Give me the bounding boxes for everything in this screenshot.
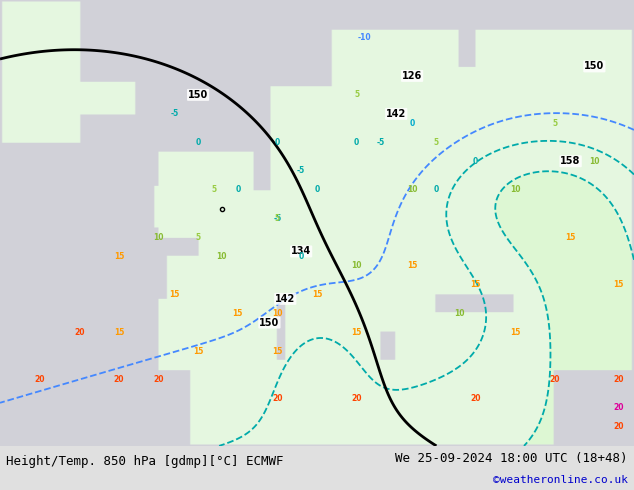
Text: 0: 0 xyxy=(235,185,240,194)
Text: 10: 10 xyxy=(153,233,164,242)
Text: 20: 20 xyxy=(613,403,623,413)
Text: -5: -5 xyxy=(273,214,281,223)
Text: 142: 142 xyxy=(386,109,406,119)
Text: 20: 20 xyxy=(351,394,362,403)
Text: 150: 150 xyxy=(585,61,604,72)
Text: 15: 15 xyxy=(312,290,322,298)
Text: 15: 15 xyxy=(510,327,521,337)
Text: 20: 20 xyxy=(34,375,45,384)
Text: Height/Temp. 850 hPa [gdmp][°C] ECMWF: Height/Temp. 850 hPa [gdmp][°C] ECMWF xyxy=(6,455,284,468)
Text: 158: 158 xyxy=(560,156,581,166)
Text: 0: 0 xyxy=(473,157,478,166)
Text: 20: 20 xyxy=(550,375,560,384)
Text: We 25-09-2024 18:00 UTC (18+48): We 25-09-2024 18:00 UTC (18+48) xyxy=(395,452,628,465)
Text: 126: 126 xyxy=(402,71,422,81)
Text: 142: 142 xyxy=(275,294,295,304)
Text: 15: 15 xyxy=(193,346,204,356)
Text: 15: 15 xyxy=(470,280,481,289)
Text: 10: 10 xyxy=(272,309,283,318)
Text: 20: 20 xyxy=(613,422,623,431)
Text: 15: 15 xyxy=(613,280,623,289)
Text: 10: 10 xyxy=(407,185,417,194)
Text: 15: 15 xyxy=(113,327,124,337)
Text: 5: 5 xyxy=(552,119,557,128)
Text: 5: 5 xyxy=(195,233,201,242)
Text: 15: 15 xyxy=(169,290,179,298)
Text: 20: 20 xyxy=(153,375,164,384)
Text: 10: 10 xyxy=(589,157,600,166)
Text: 150: 150 xyxy=(188,90,208,100)
Text: 0: 0 xyxy=(314,185,320,194)
Text: 15: 15 xyxy=(233,309,243,318)
Text: 15: 15 xyxy=(566,233,576,242)
Text: 20: 20 xyxy=(470,394,481,403)
Text: 5: 5 xyxy=(354,90,359,99)
Text: 15: 15 xyxy=(407,261,417,270)
Text: 5: 5 xyxy=(275,214,280,223)
Text: 20: 20 xyxy=(113,375,124,384)
Text: 0: 0 xyxy=(354,138,359,147)
Text: -5: -5 xyxy=(170,109,179,119)
Text: 5: 5 xyxy=(433,138,439,147)
Text: 134: 134 xyxy=(291,246,311,256)
Text: 10: 10 xyxy=(351,261,362,270)
Text: 10: 10 xyxy=(510,185,521,194)
Text: 20: 20 xyxy=(272,394,283,403)
Text: 5: 5 xyxy=(211,185,217,194)
Text: 20: 20 xyxy=(613,375,623,384)
Text: 0: 0 xyxy=(195,138,201,147)
Text: 10: 10 xyxy=(455,309,465,318)
Text: 150: 150 xyxy=(259,318,280,328)
Text: 0: 0 xyxy=(299,252,304,261)
Text: 15: 15 xyxy=(272,346,283,356)
Text: 0: 0 xyxy=(410,119,415,128)
Text: -5: -5 xyxy=(376,138,385,147)
Text: 20: 20 xyxy=(74,327,84,337)
Text: 0: 0 xyxy=(433,185,439,194)
Text: 15: 15 xyxy=(351,327,362,337)
Text: ©weatheronline.co.uk: ©weatheronline.co.uk xyxy=(493,475,628,485)
Text: 15: 15 xyxy=(113,252,124,261)
Text: -10: -10 xyxy=(358,33,372,43)
Text: -5: -5 xyxy=(297,166,306,175)
Text: 10: 10 xyxy=(217,252,227,261)
Text: 0: 0 xyxy=(275,138,280,147)
